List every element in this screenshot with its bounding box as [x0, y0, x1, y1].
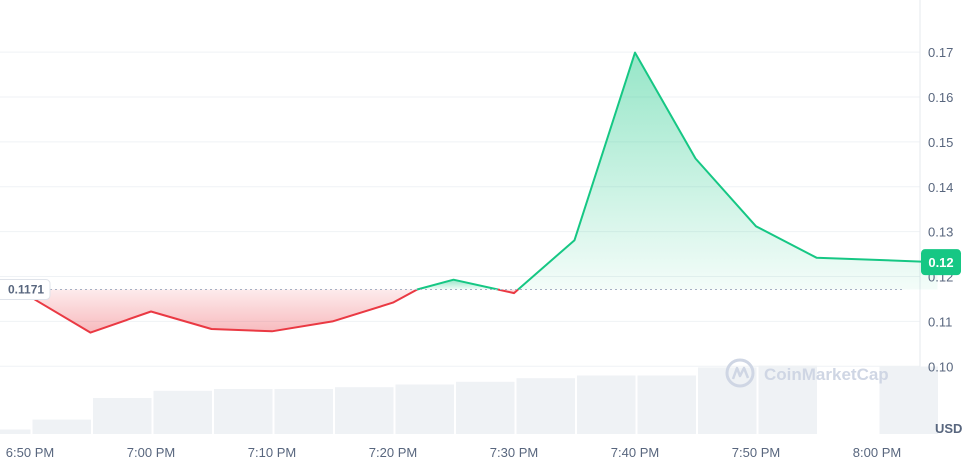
y-tick-label: 0.11 — [928, 314, 952, 329]
area-up — [417, 279, 498, 290]
area-down — [30, 289, 418, 333]
y-tick-label: 0.13 — [928, 225, 953, 240]
volume-bar — [93, 398, 152, 434]
volume-bar — [577, 375, 636, 434]
current-price-badge-box — [921, 249, 961, 276]
x-tick-label: 6:50 PM — [6, 445, 54, 460]
coinmarketcap-logo-icon — [725, 358, 755, 388]
y-tick-label: 0.10 — [928, 359, 953, 374]
volume-bars — [0, 365, 938, 434]
y-tick-label: 0.16 — [928, 90, 953, 105]
y-axis: 0.10 0.11 0.12 0.13 0.14 0.15 0.16 0.17 — [928, 45, 953, 374]
volume-bar — [335, 387, 394, 434]
current-price-badge: 0.12 — [921, 249, 961, 276]
volume-bar — [516, 378, 575, 434]
volume-bar — [879, 366, 938, 434]
y-tick-label: 0.17 — [928, 45, 953, 60]
x-tick-label: 7:10 PM — [248, 445, 296, 460]
volume-bar — [758, 365, 817, 434]
reference-line: 0.1171 — [0, 279, 905, 301]
grid — [0, 0, 921, 434]
x-tick-label: 7:30 PM — [490, 445, 538, 460]
unit-label: USD — [935, 421, 962, 436]
price-line — [29, 51, 938, 334]
x-tick-label: 7:40 PM — [611, 445, 659, 460]
x-tick-label: 8:00 PM — [853, 445, 901, 460]
x-tick-label: 7:50 PM — [732, 445, 780, 460]
y-tick-label: 0.15 — [928, 135, 953, 150]
volume-bar — [0, 429, 31, 434]
x-tick-label: 7:00 PM — [127, 445, 175, 460]
y-tick-label: 0.14 — [928, 180, 953, 195]
reference-label: 0.1171 — [8, 283, 44, 297]
price-area — [30, 52, 938, 333]
volume-bar — [214, 389, 273, 434]
x-tick-label: 7:20 PM — [369, 445, 417, 460]
volume-bar — [637, 375, 696, 434]
volume-bar — [274, 389, 333, 434]
current-price-label: 0.12 — [928, 255, 953, 270]
x-axis: 6:50 PM 7:00 PM 7:10 PM 7:20 PM 7:30 PM 7:40 … — [6, 445, 901, 460]
line-down-segment — [497, 288, 519, 295]
watermark-text: CoinMarketCap — [764, 365, 889, 384]
line-up-segment — [517, 51, 938, 291]
reference-label-box — [0, 279, 51, 301]
line-up-segment — [416, 278, 499, 291]
watermark: CoinMarketCap — [725, 358, 889, 388]
area-up — [518, 52, 938, 290]
line-down-segment — [29, 288, 418, 334]
volume-bar — [32, 419, 91, 434]
volume-bar — [153, 390, 212, 434]
volume-bar — [395, 384, 454, 434]
volume-bar — [456, 381, 515, 434]
